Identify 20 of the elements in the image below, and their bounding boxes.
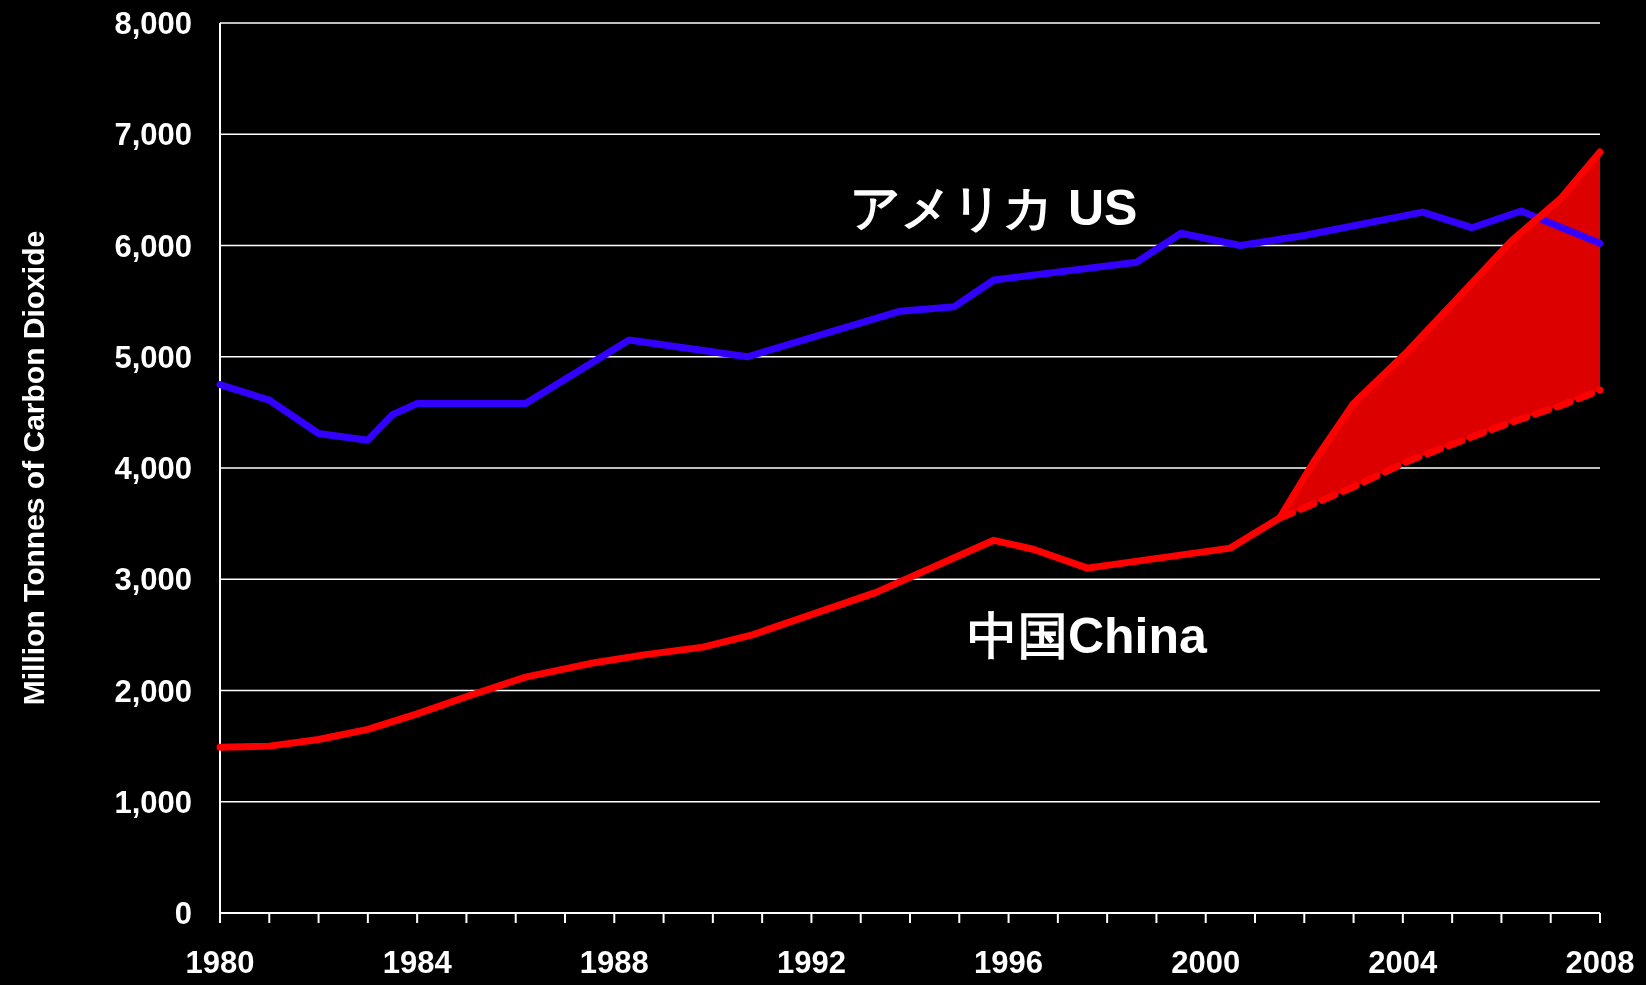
- y-tick-label: 3,000: [114, 562, 192, 598]
- y-axis-title: Million Tonnes of Carbon Dioxide: [17, 230, 50, 706]
- x-tick-label: 1980: [185, 945, 255, 980]
- x-tick-label: 1988: [579, 945, 649, 980]
- series-label: アメリカ US: [850, 179, 1138, 236]
- x-tick-label: 2008: [1565, 945, 1635, 980]
- y-tick-label: 1,000: [114, 784, 192, 820]
- x-tick-label: 1992: [776, 945, 846, 980]
- series-label: 中国China: [967, 608, 1209, 665]
- y-tick-label: 2,000: [114, 673, 192, 709]
- x-tick-label: 2004: [1368, 945, 1439, 980]
- x-tick-label: 1984: [382, 945, 453, 980]
- y-tick-label: 6,000: [114, 228, 192, 264]
- x-tick-label: 2000: [1171, 945, 1241, 980]
- y-tick-label: 0: [174, 896, 192, 931]
- y-tick-label: 4,000: [114, 451, 192, 486]
- y-tick-label: 8,000: [114, 6, 192, 41]
- y-tick-label: 5,000: [114, 339, 192, 375]
- x-tick-label: 1996: [974, 945, 1044, 980]
- y-tick-label: 7,000: [114, 117, 192, 153]
